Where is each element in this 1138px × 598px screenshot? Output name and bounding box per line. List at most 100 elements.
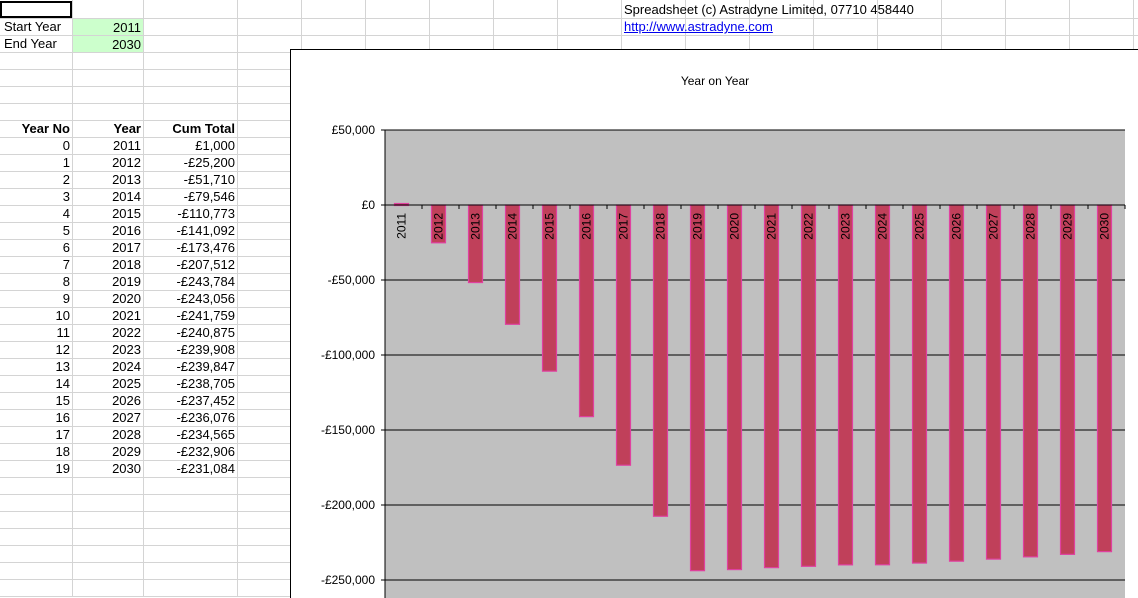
cum-total-cell[interactable]: -£25,200 [183, 155, 235, 170]
year-cell[interactable]: 2030 [112, 461, 141, 476]
year-no-cell[interactable]: 0 [62, 138, 70, 153]
bar-2023 [837, 204, 854, 566]
cum-total-cell[interactable]: -£243,056 [176, 291, 235, 306]
bar-2025 [911, 204, 928, 564]
bar-2026 [948, 204, 965, 562]
year-cell[interactable]: 2021 [112, 308, 141, 323]
cum-total-cell[interactable]: -£237,452 [176, 393, 235, 408]
x-tick-label: 2021 [765, 213, 779, 240]
year-cell[interactable]: 2020 [112, 291, 141, 306]
bar-2017 [615, 204, 632, 466]
year-no-cell[interactable]: 11 [56, 325, 71, 340]
website-link-text[interactable]: http://www.astradyne.com [624, 19, 773, 34]
year-no-cell[interactable]: 14 [55, 376, 70, 391]
cum-total-cell[interactable]: -£207,512 [176, 257, 235, 272]
year-cell[interactable]: 2011 [113, 138, 141, 153]
year-cell[interactable]: 2012 [112, 155, 141, 170]
year-no-cell[interactable]: 5 [62, 223, 70, 238]
x-tick-label: 2020 [728, 213, 742, 240]
year-no-cell[interactable]: 9 [62, 291, 70, 306]
column-divider [237, 0, 238, 597]
cum-total-cell[interactable]: -£243,784 [176, 274, 235, 289]
cum-total-cell[interactable]: -£231,084 [176, 461, 235, 476]
year-no-cell[interactable]: 6 [62, 240, 70, 255]
year-cell[interactable]: 2013 [112, 172, 141, 187]
chart-area[interactable]: Year on Year £50,000 £0 -£50,000 -£100,000 -… [290, 49, 1138, 598]
copyright-text: Spreadsheet (c) Astradyne Limited, 07710… [624, 2, 914, 17]
year-no-cell[interactable]: 17 [55, 427, 70, 442]
year-cell[interactable]: 2019 [112, 274, 141, 289]
year-no-cell[interactable]: 15 [55, 393, 70, 408]
start-year-input[interactable]: 2011 [73, 19, 143, 35]
year-cell[interactable]: 2026 [112, 393, 141, 408]
cum-total-cell[interactable]: -£141,092 [176, 223, 235, 238]
y-tick-label: £50,000 [332, 123, 376, 137]
year-no-cell[interactable]: 1 [62, 155, 70, 170]
bar-2019 [689, 204, 706, 572]
cum-total-cell[interactable]: -£79,546 [183, 189, 235, 204]
year-no-cell[interactable]: 8 [62, 274, 70, 289]
y-tick-label: -£200,000 [321, 498, 375, 512]
cum-total-cell[interactable]: -£110,773 [177, 206, 235, 221]
year-no-cell[interactable]: 2 [62, 172, 70, 187]
year-cell[interactable]: 2022 [112, 325, 141, 340]
cum-total-cell[interactable]: -£51,710 [183, 172, 235, 187]
year-cell[interactable]: 2025 [112, 376, 141, 391]
x-tick-label: 2016 [580, 213, 594, 240]
bar-2020 [726, 204, 743, 571]
year-cell[interactable]: 2017 [112, 240, 141, 255]
cum-total-cell[interactable]: -£239,908 [176, 342, 235, 357]
year-cell[interactable]: 2016 [112, 223, 141, 238]
x-tick-label: 2029 [1061, 213, 1075, 240]
year-no-cell[interactable]: 16 [55, 410, 70, 425]
active-cell[interactable] [0, 1, 72, 18]
year-cell[interactable]: 2027 [112, 410, 141, 425]
cum-total-cell[interactable]: -£241,759 [176, 308, 235, 323]
cum-total-cell[interactable]: -£239,847 [176, 359, 235, 374]
year-no-cell[interactable]: 10 [55, 308, 70, 323]
year-cell[interactable]: 2023 [112, 342, 141, 357]
x-tick-label: 2026 [950, 213, 964, 240]
cum-total-cell[interactable]: -£173,476 [176, 240, 235, 255]
cum-total-cell[interactable]: -£236,076 [176, 410, 235, 425]
x-tick-label: 2013 [469, 213, 483, 240]
x-tick-label: 2014 [506, 213, 520, 240]
x-tick-label: 2025 [913, 213, 927, 240]
y-tick-label: £0 [362, 198, 376, 212]
year-cell[interactable]: 2028 [112, 427, 141, 442]
year-no-cell[interactable]: 12 [55, 342, 70, 357]
end-year-label: End Year [4, 36, 57, 51]
chart-svg: £50,000 £0 -£50,000 -£100,000 -£150,000 -£200… [321, 123, 1126, 598]
year-cell[interactable]: 2015 [112, 206, 141, 221]
cum-total-cell[interactable]: £1,000 [195, 138, 235, 153]
x-tick-label: 2017 [617, 213, 631, 240]
column-divider [143, 0, 144, 597]
cum-total-cell[interactable]: -£240,875 [176, 325, 235, 340]
start-year-label: Start Year [4, 19, 62, 34]
row-divider [0, 35, 1138, 36]
year-no-cell[interactable]: 18 [55, 444, 70, 459]
year-no-cell[interactable]: 7 [62, 257, 70, 272]
x-tick-label: 2027 [987, 213, 1001, 240]
x-tick-label: 2022 [802, 213, 816, 240]
year-cell[interactable]: 2029 [112, 444, 141, 459]
x-tick-label: 2011 [395, 213, 409, 239]
year-no-cell[interactable]: 19 [55, 461, 70, 476]
year-cell[interactable]: 2024 [112, 359, 141, 374]
end-year-input[interactable]: 2030 [73, 36, 143, 52]
bar-2022 [800, 204, 817, 567]
year-cell[interactable]: 2018 [112, 257, 141, 272]
cum-total-cell[interactable]: -£232,906 [176, 444, 235, 459]
year-no-cell[interactable]: 4 [62, 206, 70, 221]
year-cell[interactable]: 2014 [112, 189, 141, 204]
x-tick-label: 2024 [876, 213, 890, 240]
website-link[interactable]: http://www.astradyne.com [621, 18, 921, 35]
x-tick-label: 2012 [432, 213, 446, 240]
cum-total-cell[interactable]: -£238,705 [176, 376, 235, 391]
bar-2030 [1096, 204, 1113, 553]
y-tick-label: -£150,000 [321, 423, 375, 437]
cum-total-cell[interactable]: -£234,565 [176, 427, 235, 442]
year-no-cell[interactable]: 3 [62, 189, 70, 204]
year-no-cell[interactable]: 13 [55, 359, 70, 374]
bar-2018 [652, 204, 669, 517]
